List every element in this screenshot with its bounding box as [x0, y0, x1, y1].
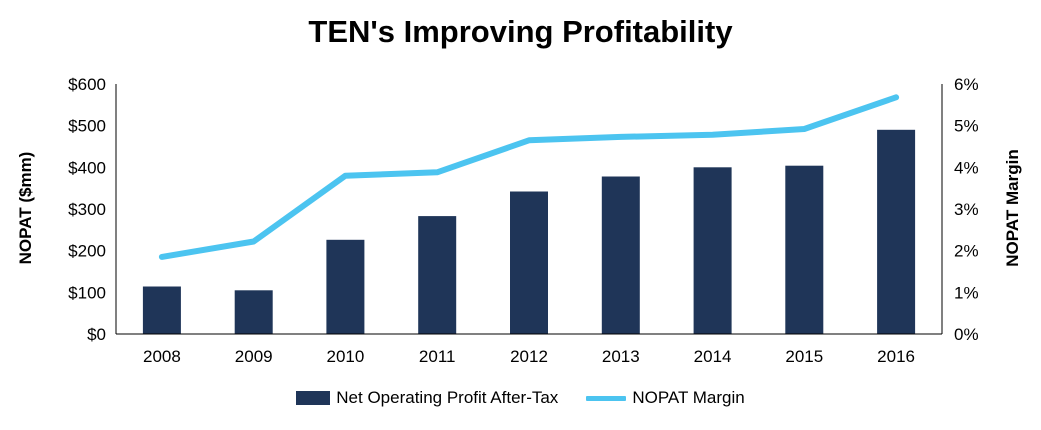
- legend-label-nopat: Net Operating Profit After-Tax: [336, 388, 559, 407]
- y-tick-left: $600: [68, 75, 106, 94]
- x-tick: 2010: [326, 347, 364, 366]
- y-tick-right: 2%: [954, 242, 979, 261]
- x-tick: 2008: [143, 347, 181, 366]
- bar-2010: [326, 239, 365, 334]
- bar-2013: [601, 176, 640, 334]
- y-tick-right: 1%: [954, 283, 979, 302]
- legend-swatch-bar: [296, 391, 331, 405]
- y-tick-left: $300: [68, 200, 106, 219]
- ticks-layer: $0 $100 $200 $300 $400 $500 $600 0% 1% 2% 3% 4% 5% 6%…: [68, 75, 978, 366]
- bar-2008: [142, 286, 181, 334]
- bar-2009: [234, 290, 273, 335]
- x-tick: 2016: [877, 347, 915, 366]
- bar-2011: [418, 216, 457, 334]
- legend: Net Operating Profit After-Tax NOPAT Mar…: [0, 386, 1041, 410]
- x-tick: 2014: [694, 347, 732, 366]
- legend-item-nopat: Net Operating Profit After-Tax: [296, 388, 558, 408]
- legend-swatch-line: [586, 395, 627, 401]
- y-tick-left: $0: [87, 325, 106, 344]
- x-tick: 2011: [419, 347, 456, 366]
- y-tick-left: $100: [68, 283, 106, 302]
- y-tick-right: 4%: [954, 158, 979, 177]
- y-tick-left: $500: [68, 117, 106, 136]
- legend-label-margin: NOPAT Margin: [632, 388, 745, 407]
- line-layer: [158, 94, 900, 260]
- y-tick-left: $400: [68, 158, 106, 177]
- bars-layer: [142, 129, 916, 335]
- x-tick: 2009: [235, 347, 273, 366]
- bar-2014: [693, 167, 732, 334]
- x-tick: 2015: [785, 347, 823, 366]
- bar-2016: [877, 129, 916, 334]
- y-axis-title-left: NOPAT ($mm): [16, 152, 35, 265]
- y-tick-right: 6%: [954, 75, 979, 94]
- x-tick: 2013: [602, 347, 640, 366]
- legend-item-margin: NOPAT Margin: [586, 388, 745, 408]
- x-tick: 2012: [510, 347, 548, 366]
- bar-2015: [785, 165, 824, 334]
- axes-layer: [115, 84, 943, 335]
- y-tick-right: 5%: [954, 117, 979, 136]
- y-tick-right: 3%: [954, 200, 979, 219]
- chart-title: TEN's Improving Profitability: [308, 14, 733, 49]
- y-tick-right: 0%: [954, 325, 979, 344]
- bar-2012: [510, 191, 548, 334]
- y-tick-left: $200: [68, 242, 106, 261]
- y-axis-title-right: NOPAT Margin: [1003, 149, 1022, 266]
